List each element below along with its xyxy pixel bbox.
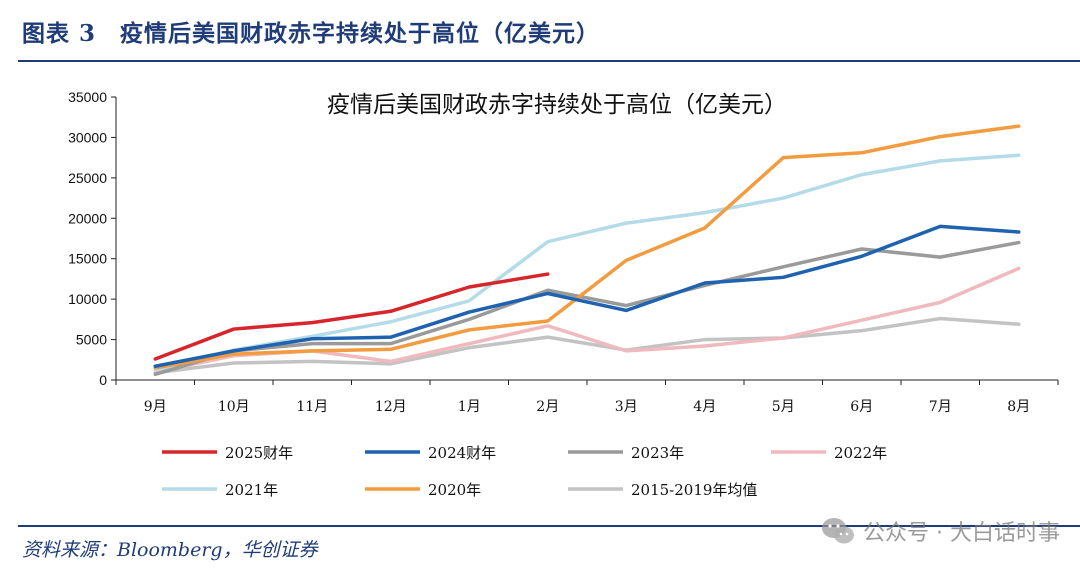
- series-line-2: [153, 224, 1021, 369]
- watermark: 公众号 · 大白话时事: [821, 515, 1060, 547]
- legend-label: 2024财年: [428, 444, 496, 462]
- wechat-icon: [822, 518, 855, 544]
- x-tick-label: 3月: [615, 399, 638, 415]
- y-tick-label: 15000: [68, 251, 107, 267]
- source-note: 资料来源：Bloomberg，华创证券: [22, 539, 318, 561]
- legend-label: 2015-2019年均值: [631, 481, 757, 499]
- legend-label: 2021年: [225, 481, 278, 499]
- x-tick-label: 11月: [296, 399, 328, 415]
- legend-label: 2022年: [834, 444, 887, 462]
- watermark-text: 公众号 · 大白话时事: [863, 521, 1060, 546]
- legend-label: 2023年: [631, 444, 684, 462]
- y-tick-label: 10000: [68, 291, 107, 307]
- x-tick-label: 12月: [375, 399, 407, 415]
- header-divider: [18, 60, 1080, 62]
- series-line-4: [153, 266, 1021, 374]
- footer-divider: [18, 525, 1080, 527]
- x-tick-label: 9月: [144, 399, 167, 415]
- series-line-7: [153, 316, 1021, 375]
- y-tick-label: 30000: [68, 129, 107, 145]
- chart-title: 疫情后美国财政赤字持续处于高位（亿美元）: [327, 92, 787, 118]
- x-tick-label: 10月: [218, 399, 250, 415]
- x-tick-label: 7月: [929, 399, 952, 415]
- series-line-3: [153, 240, 1021, 377]
- y-tick-label: 25000: [68, 170, 107, 186]
- y-tick-label: 5000: [76, 332, 107, 348]
- figure-header: 图表 3 疫情后美国财政赤字持续处于高位（亿美元）: [0, 0, 1080, 62]
- series-line-1: [153, 272, 550, 361]
- line-chart: 疫情后美国财政赤字持续处于高位（亿美元） 0 5000 10000 15000 20000…: [68, 89, 1059, 499]
- series-line-5: [153, 153, 1021, 373]
- x-tick-label: 2月: [536, 399, 559, 415]
- legend-label: 2025财年: [225, 444, 293, 462]
- figure-title: 图表 3 疫情后美国财政赤字持续处于高位（亿美元）: [22, 20, 601, 47]
- legend-label: 2020年: [428, 481, 481, 499]
- x-tick-label: 5月: [772, 399, 795, 415]
- x-tick-label: 8月: [1007, 399, 1030, 415]
- y-tick-label: 35000: [68, 89, 107, 105]
- series-line-6: [153, 124, 1021, 370]
- y-tick-label: 20000: [68, 210, 107, 226]
- x-tick-label: 1月: [458, 399, 481, 415]
- x-tick-label: 6月: [850, 399, 873, 415]
- x-tick-label: 4月: [693, 399, 716, 415]
- y-tick-label: 0: [99, 372, 107, 388]
